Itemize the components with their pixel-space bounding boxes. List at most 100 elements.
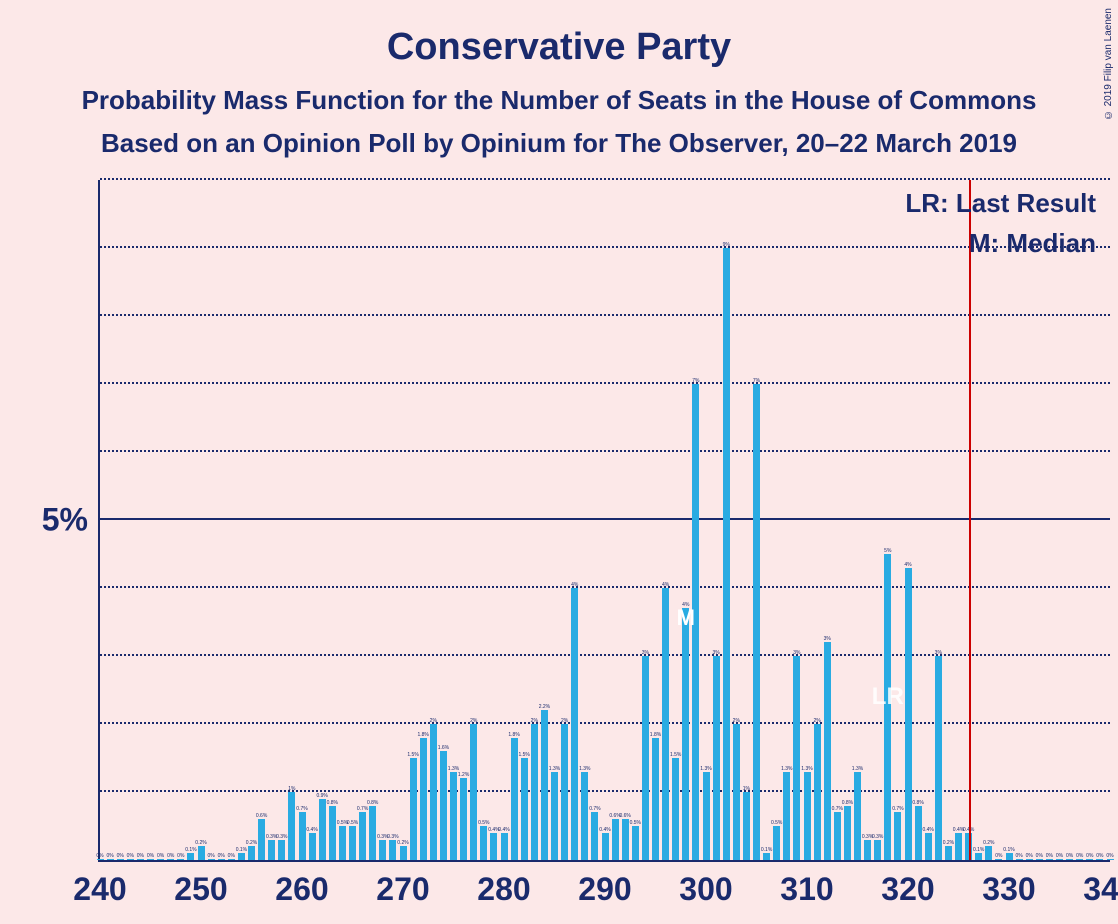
x-axis-tick-label: 340 bbox=[1083, 871, 1118, 908]
bar: 0% bbox=[1026, 859, 1033, 860]
bar: 0% bbox=[117, 859, 124, 860]
bar-value-label: 0% bbox=[147, 853, 154, 859]
bar-value-label: 0% bbox=[117, 853, 124, 859]
copyright-text: © 2019 Filip van Laenen bbox=[1103, 8, 1114, 120]
bar-value-label: 0% bbox=[1015, 853, 1022, 859]
chart-subtitle-2: Based on an Opinion Poll by Opinium for … bbox=[0, 128, 1118, 159]
bar: 0.5% bbox=[339, 826, 346, 860]
bar: 0.3% bbox=[874, 840, 881, 860]
x-axis-tick-label: 250 bbox=[174, 871, 227, 908]
bar-value-label: 0.3% bbox=[387, 834, 398, 840]
bar-value-label: 0.8% bbox=[367, 800, 378, 806]
bar-value-label: 1% bbox=[743, 786, 750, 792]
bar: 0.3% bbox=[379, 840, 386, 860]
bar: 4% bbox=[905, 568, 912, 860]
bar-value-label: 0% bbox=[207, 853, 214, 859]
bar: 0.2% bbox=[198, 846, 205, 860]
bar: 0% bbox=[1096, 859, 1103, 860]
bar-value-label: 1.3% bbox=[448, 766, 459, 772]
bar: 0% bbox=[97, 859, 104, 860]
x-axis-tick-label: 290 bbox=[578, 871, 631, 908]
bar-value-label: 3% bbox=[712, 650, 719, 656]
bar: 1.3% bbox=[703, 772, 710, 860]
legend-m: M: Median bbox=[969, 228, 1096, 259]
bar-value-label: 0.5% bbox=[347, 820, 358, 826]
bar: 0.8% bbox=[915, 806, 922, 860]
bar-value-label: 1.3% bbox=[801, 766, 812, 772]
bar: 0.7% bbox=[834, 812, 841, 860]
bar-value-label: 2% bbox=[561, 718, 568, 724]
bar: 0% bbox=[1076, 859, 1083, 860]
bar-value-label: 0.7% bbox=[892, 806, 903, 812]
bar-value-label: 3% bbox=[793, 650, 800, 656]
bar: 3% bbox=[824, 642, 831, 860]
bar: 0.8% bbox=[369, 806, 376, 860]
bar-value-label: 1.8% bbox=[650, 732, 661, 738]
bar-value-label: 0% bbox=[1036, 853, 1043, 859]
bar-value-label: 0.3% bbox=[872, 834, 883, 840]
bar-value-label: 4% bbox=[904, 562, 911, 568]
chart-subtitle-1: Probability Mass Function for the Number… bbox=[0, 85, 1118, 116]
bar-value-label: 0% bbox=[167, 853, 174, 859]
bar-value-label: 0% bbox=[1106, 853, 1113, 859]
bar: 0% bbox=[147, 859, 154, 860]
bar-value-label: 0.3% bbox=[276, 834, 287, 840]
bar-value-label: 0.1% bbox=[973, 847, 984, 853]
bar: 4% bbox=[682, 608, 689, 860]
bar-value-label: 2% bbox=[733, 718, 740, 724]
bar: 2.2% bbox=[541, 710, 548, 860]
x-axis-tick-label: 270 bbox=[376, 871, 429, 908]
bar-value-label: 0.5% bbox=[630, 820, 641, 826]
bar-value-label: 2% bbox=[470, 718, 477, 724]
bar: 1.2% bbox=[460, 778, 467, 860]
lr-marker: LR bbox=[872, 683, 904, 711]
bar: 0.5% bbox=[349, 826, 356, 860]
bar-value-label: 1.3% bbox=[549, 766, 560, 772]
bar: 0.3% bbox=[864, 840, 871, 860]
legend-lr: LR: Last Result bbox=[905, 188, 1096, 219]
bar: 0.5% bbox=[480, 826, 487, 860]
bar-value-label: 0.5% bbox=[771, 820, 782, 826]
bar: 1.5% bbox=[410, 758, 417, 860]
bar: 0% bbox=[107, 859, 114, 860]
y-axis-label: 5% bbox=[42, 502, 88, 539]
bar-value-label: 0.4% bbox=[922, 827, 933, 833]
bar: 0.1% bbox=[187, 853, 194, 860]
bar: 0.8% bbox=[844, 806, 851, 860]
bar: 0.6% bbox=[258, 819, 265, 860]
bar: 0.1% bbox=[1006, 853, 1013, 860]
bar-value-label: 0% bbox=[127, 853, 134, 859]
gridline bbox=[100, 382, 1110, 384]
bar-value-label: 0.2% bbox=[983, 840, 994, 846]
bar-value-label: 1.3% bbox=[579, 766, 590, 772]
bar: 0.4% bbox=[602, 833, 609, 860]
bar-value-label: 1.3% bbox=[700, 766, 711, 772]
bar-value-label: 2% bbox=[813, 718, 820, 724]
bar-value-label: 3% bbox=[824, 636, 831, 642]
bar: 1.3% bbox=[854, 772, 861, 860]
bar: 2% bbox=[733, 724, 740, 860]
x-axis-tick-label: 310 bbox=[780, 871, 833, 908]
bar: 0% bbox=[1107, 859, 1114, 860]
bar-value-label: 1.6% bbox=[438, 745, 449, 751]
gridline bbox=[100, 450, 1110, 452]
bar: 0% bbox=[157, 859, 164, 860]
bar-value-label: 0.1% bbox=[761, 847, 772, 853]
bar-value-label: 0% bbox=[1056, 853, 1063, 859]
bar: 1% bbox=[288, 792, 295, 860]
bar: 9% bbox=[723, 248, 730, 860]
bar: 0% bbox=[1036, 859, 1043, 860]
bar: 0% bbox=[137, 859, 144, 860]
bar-value-label: 0% bbox=[106, 853, 113, 859]
bar-value-label: 0.1% bbox=[1003, 847, 1014, 853]
bar-value-label: 3% bbox=[642, 650, 649, 656]
bar: 0% bbox=[218, 859, 225, 860]
bar-value-label: 0.5% bbox=[478, 820, 489, 826]
gridline bbox=[100, 518, 1110, 520]
gridline bbox=[100, 790, 1110, 792]
bar-value-label: 1.2% bbox=[458, 772, 469, 778]
bar-value-label: 0.1% bbox=[236, 847, 247, 853]
bar-value-label: 7% bbox=[753, 378, 760, 384]
bar-value-label: 0% bbox=[1046, 853, 1053, 859]
bar: 0.5% bbox=[773, 826, 780, 860]
